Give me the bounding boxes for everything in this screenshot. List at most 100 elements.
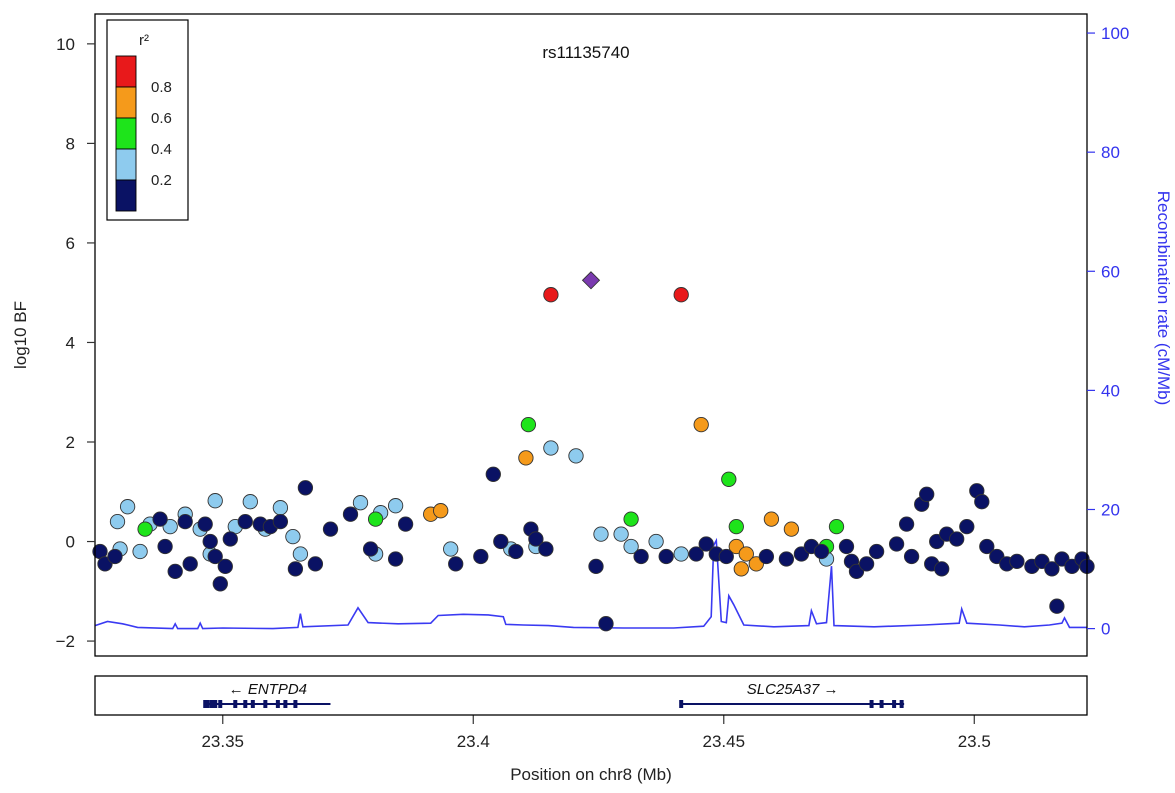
y-tick-label: 6 bbox=[66, 234, 75, 253]
snp-point bbox=[182, 556, 198, 572]
snp-point bbox=[132, 543, 148, 560]
snp-point bbox=[387, 498, 404, 514]
y-axis-title: log10 BF bbox=[11, 301, 30, 369]
snp-point bbox=[433, 503, 449, 519]
y-tick-label: 10 bbox=[56, 35, 75, 54]
snp-point bbox=[242, 494, 258, 510]
snp-point bbox=[538, 541, 554, 557]
legend-swatch bbox=[115, 148, 137, 181]
snp-point bbox=[202, 533, 218, 550]
plot-frame bbox=[94, 13, 1088, 657]
snp-point bbox=[919, 486, 935, 502]
snp-point bbox=[485, 466, 501, 482]
right-axis: 0 20 40 60 80 100 bbox=[1087, 24, 1129, 639]
snp-point bbox=[903, 548, 920, 565]
snp-point bbox=[974, 494, 990, 510]
snp-point bbox=[568, 448, 584, 464]
snp-point bbox=[212, 576, 228, 592]
y2-tick-label: 80 bbox=[1101, 143, 1120, 162]
snp-point bbox=[593, 526, 609, 542]
snp-point bbox=[598, 616, 614, 632]
gene-exon bbox=[205, 700, 210, 708]
snp-point bbox=[718, 548, 734, 565]
snp-point bbox=[1044, 561, 1060, 577]
gene-track-frame bbox=[94, 675, 1088, 716]
snp-point bbox=[322, 521, 339, 537]
snp-point bbox=[157, 538, 173, 555]
y-tick-label: 2 bbox=[66, 433, 75, 452]
left-axis: −2 0 2 4 6 8 10 bbox=[56, 35, 95, 651]
snp-point bbox=[1009, 553, 1025, 570]
snp-point bbox=[272, 500, 289, 516]
snp-point bbox=[813, 543, 830, 560]
snp-point bbox=[167, 563, 183, 580]
snp-point bbox=[207, 493, 223, 509]
gene-exon bbox=[869, 700, 874, 708]
gene-exon bbox=[203, 700, 208, 708]
snp-point bbox=[623, 511, 639, 527]
legend-label: 0.2 bbox=[151, 172, 172, 189]
snp-point bbox=[152, 511, 168, 527]
snp-point bbox=[858, 556, 875, 572]
gene-exon bbox=[233, 700, 238, 708]
snp-point bbox=[119, 499, 136, 515]
x-tick-label: 23.4 bbox=[457, 732, 490, 751]
snp-point bbox=[237, 513, 253, 530]
y-tick-label: 0 bbox=[66, 533, 75, 552]
snp-point bbox=[783, 521, 800, 537]
snp-point bbox=[959, 518, 975, 535]
chart-title: rs11135740 bbox=[542, 43, 629, 62]
snp-point bbox=[367, 511, 384, 527]
snp-point bbox=[177, 513, 193, 530]
lead-snp-marker bbox=[581, 271, 601, 290]
snp-point bbox=[217, 558, 233, 575]
snp-points-layer bbox=[92, 287, 1095, 632]
snp-point bbox=[473, 548, 489, 565]
snp-point bbox=[342, 506, 359, 522]
gene-label: SLC25A37 → bbox=[747, 681, 839, 698]
legend-swatch bbox=[115, 55, 137, 88]
snp-point bbox=[1049, 598, 1065, 614]
snp-point bbox=[688, 546, 704, 562]
snp-point bbox=[673, 546, 689, 562]
legend-swatch bbox=[115, 117, 137, 150]
legend-label: 0.8 bbox=[151, 79, 172, 96]
snp-point bbox=[397, 516, 414, 532]
x-tick-label: 23.5 bbox=[958, 732, 991, 751]
snp-point bbox=[109, 513, 126, 530]
snp-point bbox=[443, 541, 459, 557]
snp-point bbox=[898, 516, 915, 532]
snp-point bbox=[207, 548, 223, 565]
snp-point bbox=[721, 471, 737, 487]
x-axis-title: Position on chr8 (Mb) bbox=[510, 765, 672, 784]
snp-point bbox=[448, 556, 464, 572]
snp-point bbox=[297, 480, 314, 496]
snp-point bbox=[949, 531, 965, 547]
y-tick-label: 8 bbox=[66, 134, 75, 153]
gene-exon bbox=[293, 700, 298, 708]
snp-point bbox=[518, 450, 534, 466]
gene-exon bbox=[209, 700, 214, 708]
gene-exon bbox=[213, 700, 218, 708]
y2-tick-label: 40 bbox=[1101, 381, 1120, 400]
snp-point bbox=[633, 548, 649, 565]
snp-point bbox=[693, 416, 709, 433]
snp-point bbox=[387, 551, 404, 567]
gene-exon bbox=[218, 700, 223, 708]
gene-exon bbox=[892, 700, 897, 708]
snp-point bbox=[979, 538, 995, 555]
lead-snp-layer bbox=[581, 271, 601, 290]
snp-point bbox=[838, 538, 855, 555]
gene-exon bbox=[879, 700, 884, 708]
y-tick-label: 4 bbox=[66, 333, 75, 352]
gene-exon bbox=[283, 700, 288, 708]
snp-point bbox=[137, 521, 153, 537]
gene-track: ← ENTPD4 SLC25A37 → bbox=[203, 681, 905, 708]
snp-point bbox=[543, 287, 559, 303]
snp-point bbox=[222, 531, 238, 547]
legend-swatch bbox=[115, 86, 137, 119]
snp-point bbox=[520, 416, 537, 433]
y2-tick-label: 20 bbox=[1101, 500, 1120, 519]
y2-axis-title: Recombination rate (cM/Mb) bbox=[1154, 191, 1173, 405]
